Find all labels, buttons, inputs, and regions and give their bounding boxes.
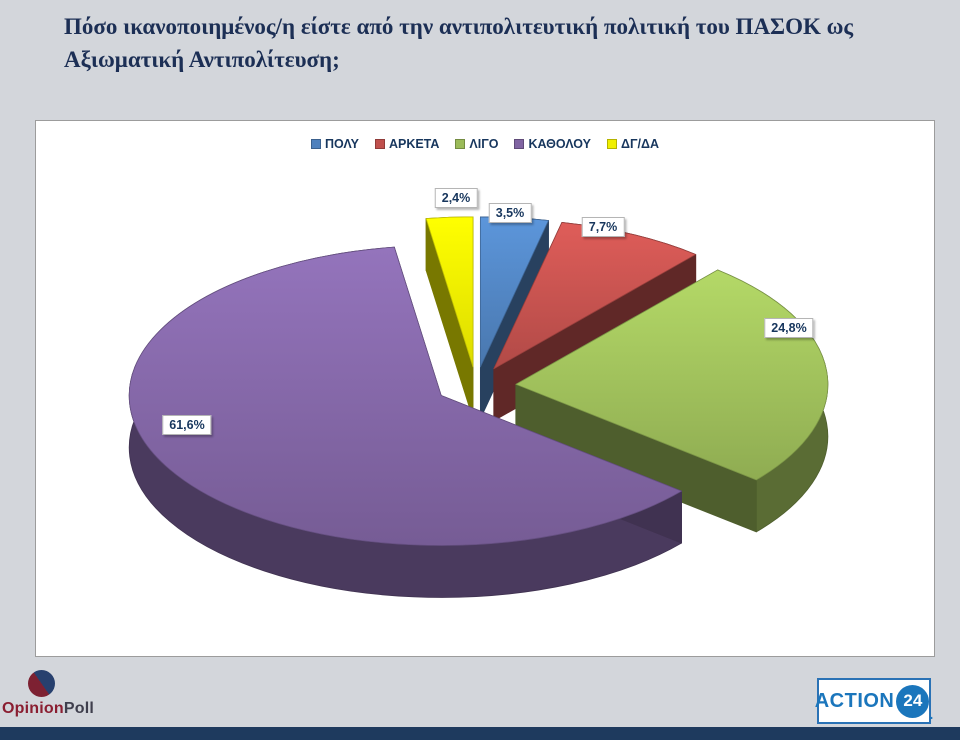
pie-slice-top-4 <box>425 216 474 368</box>
opinionpoll-word-poll: Poll <box>63 700 94 717</box>
opinionpoll-word-opinion: Opinion <box>2 700 64 717</box>
chart-title-line1: Πόσο ικανοποιημένος/η είστε από την αντι… <box>64 14 854 39</box>
slice-label-dgda: 2,4% <box>434 188 478 208</box>
opinionpoll-circle-icon <box>28 670 55 697</box>
slice-label-ligo: 24,8% <box>764 318 814 338</box>
pie-slice-top-3 <box>128 246 682 546</box>
action24-wordmark: ACTION <box>814 689 895 712</box>
pie-chart <box>128 216 829 598</box>
legend-swatch-yellow-icon <box>607 139 618 149</box>
chart-legend: ΠΟΛΥ ΑΡΚΕΤΑ ΛΙΓΟ ΚΑΘΟΛΟΥ ΔΓ/ΔΑ <box>36 137 934 151</box>
chart-title: Πόσο ικανοποιημένος/η είστε από την αντι… <box>0 0 960 76</box>
bottom-navy-bar <box>0 727 960 740</box>
legend-label: ΑΡΚΕΤΑ <box>388 137 440 151</box>
action24-circle-icon: 24 <box>896 684 930 718</box>
slice-label-katholou: 61,6% <box>162 415 212 435</box>
legend-label: ΚΑΘΟΛΟΥ <box>528 137 592 151</box>
action24-logo: ACTION 24 . <box>814 678 934 724</box>
legend-swatch-green-icon <box>455 139 466 149</box>
slice-label-poly: 3,5% <box>488 203 532 223</box>
slice-label-arketa: 7,7% <box>581 217 625 237</box>
legend-item-dgda: ΔΓ/ΔΑ <box>607 137 659 151</box>
chart-panel: ΠΟΛΥ ΑΡΚΕΤΑ ΛΙΓΟ ΚΑΘΟΛΟΥ ΔΓ/ΔΑ 3,5% 7,7%… <box>35 120 935 657</box>
pie-slice-top-1 <box>493 222 697 370</box>
opinionpoll-wordmark: OpinionPoll <box>2 700 142 718</box>
legend-swatch-purple-icon <box>514 139 525 149</box>
legend-item-poly: ΠΟΛΥ <box>310 137 359 151</box>
opinionpoll-logo: OpinionPoll <box>2 670 142 718</box>
legend-item-arketa: ΑΡΚΕΤΑ <box>374 137 440 151</box>
chart-title-line2: Αξιωματική Αντιπολίτευση; <box>64 47 340 72</box>
legend-label: ΔΓ/ΔΑ <box>621 137 659 151</box>
legend-swatch-red-icon <box>374 139 385 149</box>
legend-label: ΠΟΛΥ <box>324 137 359 151</box>
legend-item-katholou: ΚΑΘΟΛΟΥ <box>514 137 591 151</box>
action24-dot: . <box>929 706 934 722</box>
pie-slice-top-2 <box>515 269 829 481</box>
legend-label: ΛΙΓΟ <box>469 137 499 151</box>
legend-swatch-blue-icon <box>310 139 321 149</box>
legend-item-ligo: ΛΙΓΟ <box>455 137 498 151</box>
